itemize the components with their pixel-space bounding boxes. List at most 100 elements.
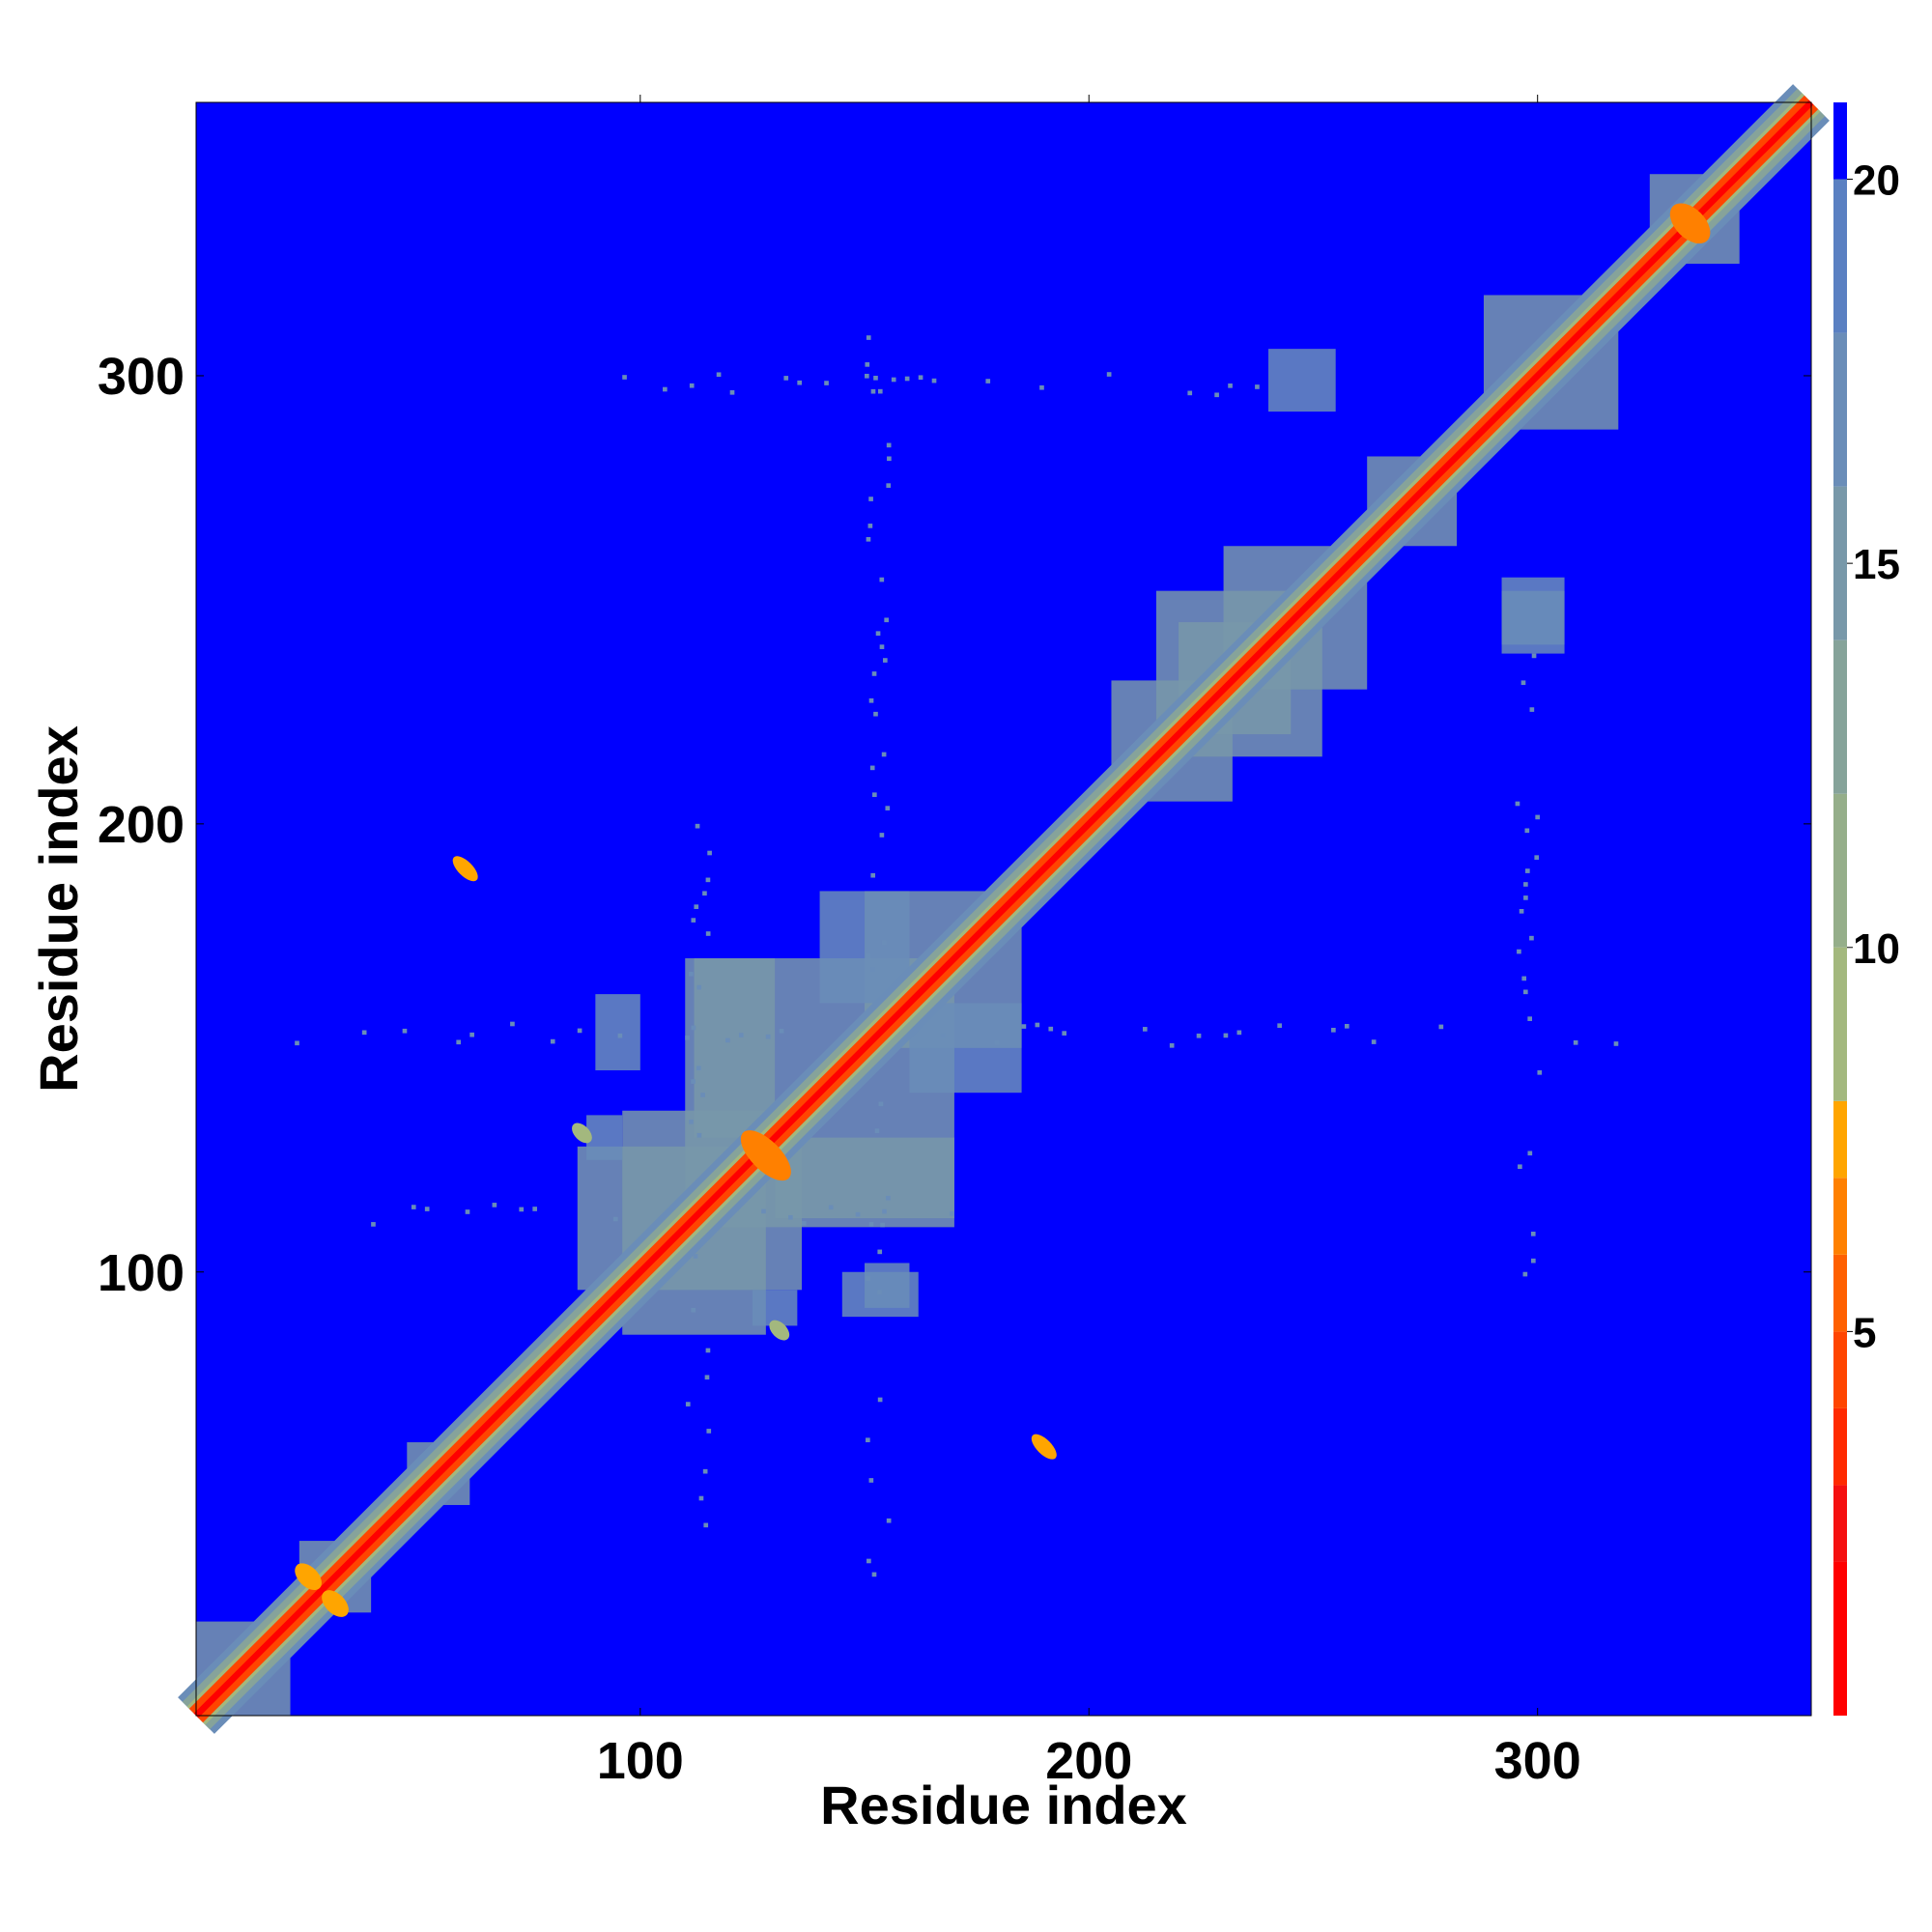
heatmap-cell: [663, 386, 668, 392]
heatmap-cell: [424, 1207, 430, 1211]
heatmap-cell: [779, 1029, 784, 1034]
heatmap-cell: [691, 1307, 696, 1313]
heatmap-cell: [866, 1437, 870, 1443]
colorbar-segment-5: [1833, 1178, 1847, 1255]
x-tick-label: 200: [1045, 1732, 1132, 1790]
x-tick-label: 300: [1494, 1732, 1581, 1790]
heatmap-cell: [695, 823, 700, 829]
heatmap-cell: [1331, 1027, 1336, 1033]
heatmap-cell: [705, 931, 711, 936]
heatmap-cell: [1169, 1043, 1175, 1048]
heatmap-cell: [950, 1211, 954, 1216]
heatmap-cell: [870, 872, 876, 878]
heatmap-cell: [1048, 1026, 1054, 1032]
colorbar-segment-4: [1833, 1254, 1847, 1332]
heatmap-cell: [411, 1205, 416, 1209]
heatmap-cell: [871, 671, 877, 676]
heatmap-cell: [1573, 1039, 1578, 1045]
heatmap-cell: [689, 971, 694, 977]
contact-patch-0: [452, 856, 478, 882]
heatmap-cell: [1062, 1031, 1067, 1036]
heatmap-cell: [1522, 989, 1528, 995]
heatmap-sparse-band-2: [622, 372, 1260, 398]
heatmap-cell: [577, 1028, 582, 1034]
heatmap-cell: [1223, 1033, 1229, 1038]
colorbar-segment-7: [1833, 947, 1847, 1101]
heatmap-cell: [1534, 855, 1540, 860]
heatmap-cell: [918, 375, 923, 381]
diagonal-band-offset-0: [193, 99, 1814, 1719]
heatmap-cell: [1522, 1271, 1528, 1277]
heatmap-cell: [1021, 1024, 1027, 1029]
heatmap-cell: [1228, 384, 1233, 388]
heatmap-cell: [870, 967, 875, 972]
heatmap-cell: [1517, 949, 1521, 954]
colorbar-segment-0: [1833, 1561, 1847, 1716]
colorbar-segment-3: [1833, 1331, 1847, 1408]
heatmap-cell: [685, 1402, 691, 1406]
heatmap-cell: [881, 940, 887, 946]
heatmap-cell: [1537, 1070, 1543, 1075]
heatmap-cell: [702, 1468, 708, 1474]
heatmap-cell: [788, 1214, 793, 1220]
heatmap-cell: [875, 631, 881, 637]
heatmap-cell: [1035, 1022, 1040, 1028]
heatmap-cell: [456, 1039, 462, 1045]
heatmap-cell: [725, 1037, 730, 1043]
heatmap-cell: [878, 1101, 884, 1107]
heatmap-cell: [877, 388, 883, 394]
heatmap-cell: [691, 1025, 696, 1031]
contact-patch-4: [740, 1130, 791, 1181]
heatmap-cell: [519, 1207, 525, 1212]
colorbar-ticks: 5 10 15 20: [1847, 157, 1900, 1356]
heatmap-cell: [1525, 868, 1530, 873]
heatmap-cell: [877, 1397, 883, 1403]
colorbar-tick-label: 5: [1853, 1309, 1876, 1356]
heatmap-cell: [1530, 1232, 1536, 1236]
heatmap-cell: [707, 850, 712, 856]
heatmap-cell: [510, 1021, 515, 1027]
x-axis-ticks: 100 200 300: [597, 95, 1581, 1790]
contact-patch-5: [1669, 203, 1711, 244]
heatmap-cell: [698, 1495, 704, 1501]
heatmap-cell: [868, 1222, 874, 1227]
heatmap-cell: [886, 483, 892, 488]
contact-patch-3: [322, 1590, 349, 1617]
heatmap-cell: [873, 711, 878, 717]
heatmap-cell: [868, 497, 873, 501]
heatmap-cell: [873, 375, 878, 381]
heatmap-cell: [866, 1276, 871, 1282]
heatmap-cell: [881, 752, 887, 757]
x-tick-label: 100: [597, 1732, 684, 1790]
heatmap-cell: [295, 1040, 299, 1046]
heatmap-cell: [994, 1040, 1000, 1045]
heatmap-cell: [877, 1290, 882, 1294]
heatmap-cell: [1529, 707, 1535, 712]
heatmap-cell: [868, 697, 874, 703]
heatmap-cell: [1518, 1164, 1522, 1170]
colorbar-segment-9: [1833, 639, 1847, 794]
colorbar-segment-1: [1833, 1485, 1847, 1562]
heatmap-cell: [1515, 801, 1520, 807]
heatmap-cell: [696, 984, 702, 990]
heatmap-cell: [705, 1348, 711, 1353]
x-axis-title: Residue index: [820, 1775, 1187, 1835]
heatmap-cell: [402, 1028, 408, 1034]
heatmap-cell: [1531, 653, 1537, 659]
heatmap-cell: [885, 806, 891, 810]
heatmap-cell: [622, 375, 627, 380]
heatmap-cell: [1521, 976, 1527, 981]
heatmap-cell: [550, 1038, 555, 1044]
colorbar-segment-8: [1833, 793, 1847, 948]
heatmap-cell: [1529, 935, 1534, 941]
heatmap-cell: [797, 380, 802, 385]
heatmap-cell: [696, 1132, 702, 1138]
heatmap-cell: [1196, 1033, 1202, 1038]
heatmap-cell: [1523, 882, 1528, 887]
contact-patch-1: [1031, 1434, 1057, 1460]
heatmap-region-19: [1501, 590, 1565, 654]
heatmap-cell: [469, 1032, 474, 1037]
heatmap-cell: [1236, 1030, 1242, 1036]
heatmap-region-23: [752, 1290, 798, 1326]
